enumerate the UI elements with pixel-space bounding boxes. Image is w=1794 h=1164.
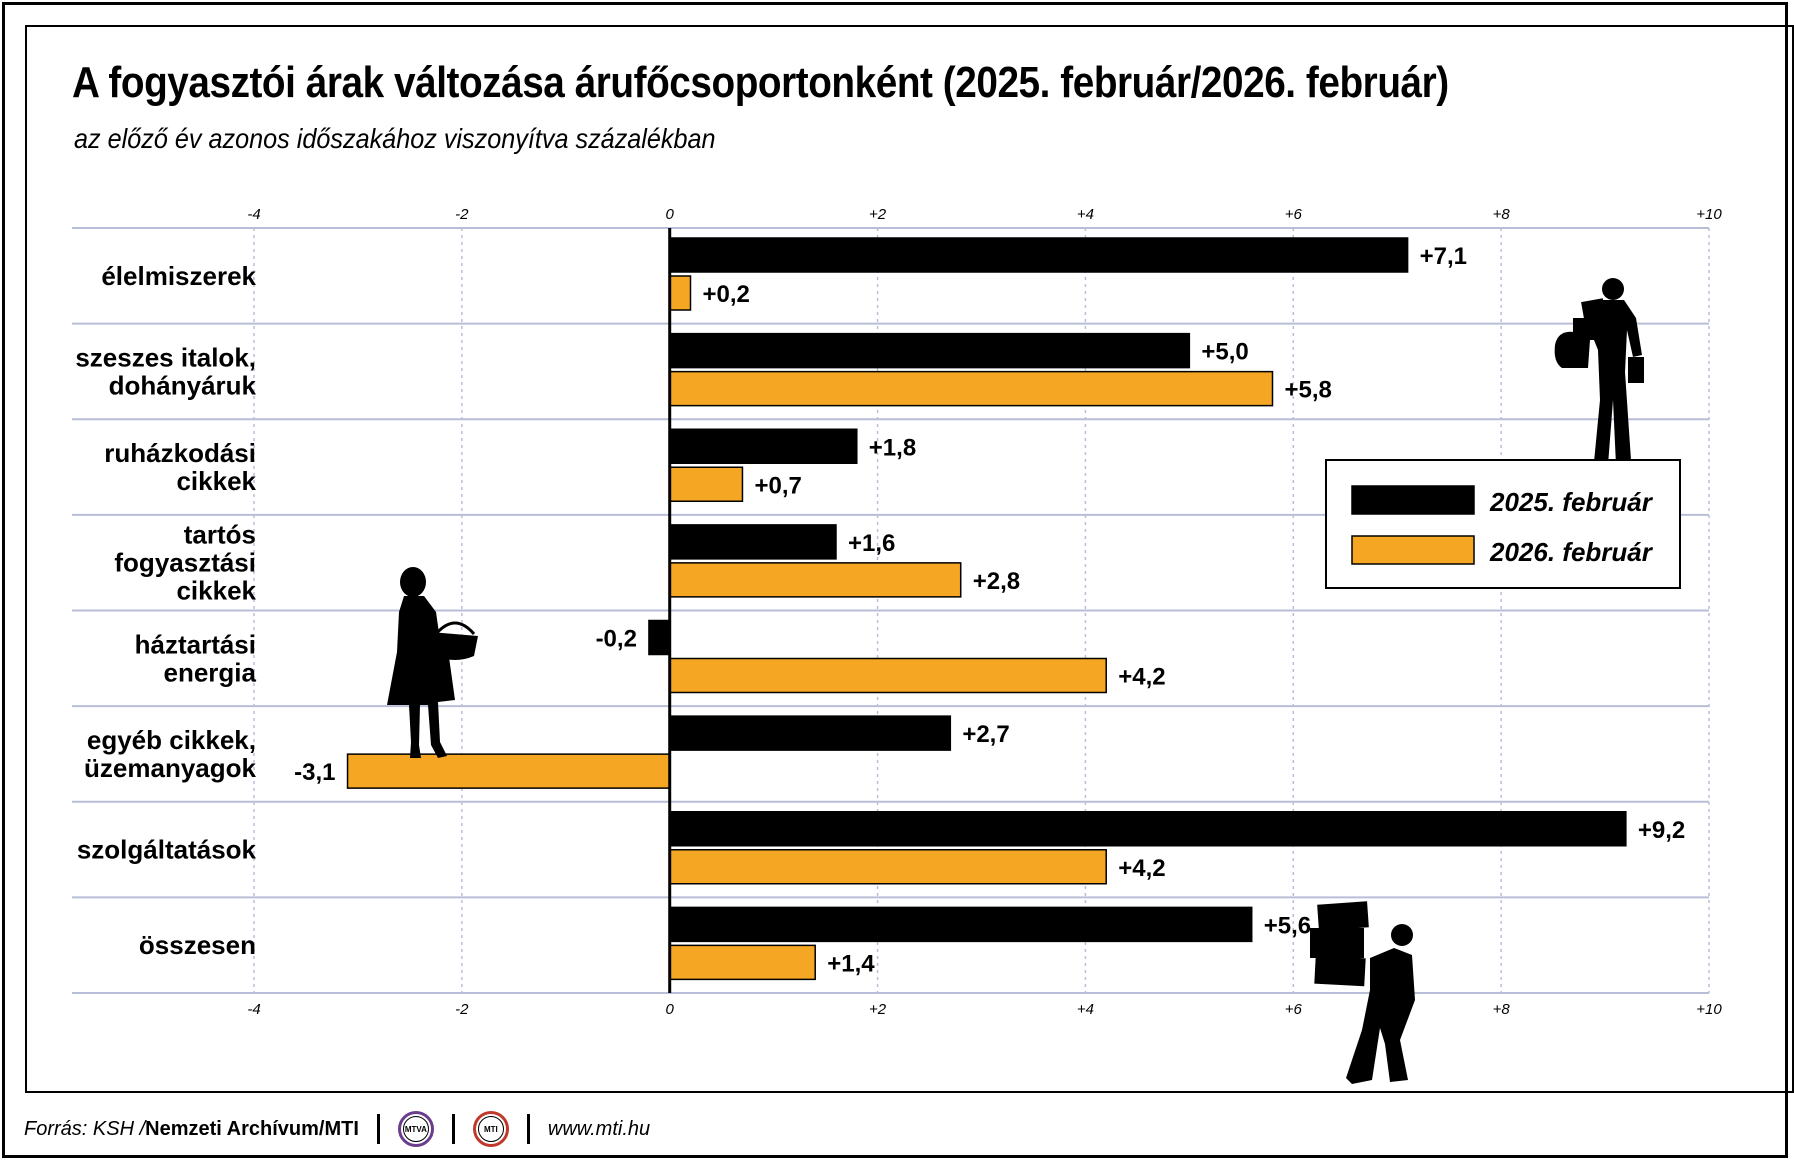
x-tick-label-top: +8 bbox=[1493, 206, 1511, 223]
bar-2026 bbox=[668, 466, 744, 502]
chart-title: A fogyasztói árak változása árufőcsoport… bbox=[72, 58, 1449, 107]
data-label: +9,2 bbox=[1638, 817, 1685, 844]
source-prefix: Forrás: KSH / bbox=[24, 1117, 146, 1140]
chart-subtitle: az előző év azonos időszakához viszonyít… bbox=[74, 123, 716, 154]
category-label: ruházkodási cikkek bbox=[104, 438, 256, 496]
data-label: -3,1 bbox=[294, 759, 335, 786]
x-tick-label-bottom: +8 bbox=[1493, 1001, 1511, 1018]
man-carrying-boxes-icon bbox=[1310, 901, 1415, 1084]
footer-divider bbox=[376, 1114, 380, 1144]
x-tick-label-top: +6 bbox=[1285, 206, 1303, 223]
x-tick-label-bottom: -2 bbox=[455, 1001, 469, 1018]
shopper-silhouettes bbox=[387, 278, 1644, 1084]
footer-divider bbox=[526, 1114, 530, 1144]
bars-layer bbox=[346, 228, 1627, 993]
data-label: +0,7 bbox=[754, 472, 801, 499]
bar-2025 bbox=[668, 906, 1253, 943]
bar-2025 bbox=[668, 715, 952, 751]
bar-2026 bbox=[668, 657, 1107, 694]
labels-layer: -4 -4 -2 -2 0 0 +2 +2 +4 +4 +6 +6 +8 +8 +10 +10 +7,1 +5,0… bbox=[75, 206, 1722, 1018]
data-label: +4,2 bbox=[1118, 664, 1165, 691]
legend-box bbox=[1325, 459, 1681, 589]
x-tick-label-bottom: +2 bbox=[869, 1001, 887, 1018]
category-label: tartós fogyasztási cikkek bbox=[114, 520, 256, 606]
category-label: szolgáltatások bbox=[77, 835, 257, 865]
footer-divider bbox=[451, 1114, 455, 1144]
mtva-logo-icon: MTVA bbox=[397, 1111, 434, 1147]
bar-2026 bbox=[668, 849, 1107, 885]
x-tick-label-top: -2 bbox=[455, 206, 469, 223]
x-tick-label-bottom: +10 bbox=[1696, 1001, 1722, 1018]
woman-with-basket-icon bbox=[387, 567, 478, 758]
legend-label-2025: 2025. február bbox=[1489, 487, 1654, 517]
data-label: +2,8 bbox=[973, 568, 1020, 595]
data-label: +5,0 bbox=[1201, 339, 1248, 366]
data-label: +1,6 bbox=[848, 530, 895, 557]
mti-logo-icon: MTI bbox=[472, 1111, 509, 1147]
legend-swatch-2025 bbox=[1351, 485, 1475, 515]
bar-2025 bbox=[668, 811, 1627, 847]
category-label: összesen bbox=[139, 930, 256, 960]
legend-swatch-2026 bbox=[1351, 535, 1475, 565]
category-label: szeszes italok, dohányáruk bbox=[75, 342, 256, 400]
source-mti: MTI bbox=[324, 1117, 359, 1140]
data-label: +1,4 bbox=[827, 950, 875, 977]
chart-panel bbox=[25, 25, 1794, 1093]
x-tick-label-top: -4 bbox=[247, 206, 260, 223]
x-tick-label-bottom: +6 bbox=[1285, 1001, 1303, 1018]
bar-2026 bbox=[668, 275, 692, 311]
bar-2025 bbox=[668, 237, 1409, 273]
data-label: +5,6 bbox=[1264, 912, 1311, 939]
legend: 2025. február 2026. február bbox=[1325, 459, 1681, 589]
x-tick-label-bottom: 0 bbox=[666, 1001, 675, 1018]
website-link[interactable]: www.mti.hu bbox=[547, 1117, 651, 1140]
data-label: +0,2 bbox=[703, 281, 750, 308]
shopper-with-bags-icon bbox=[1554, 278, 1644, 468]
data-label: +1,8 bbox=[869, 434, 916, 461]
x-tick-label-bottom: +4 bbox=[1077, 1001, 1094, 1018]
data-label: +2,7 bbox=[962, 721, 1009, 748]
bar-2026 bbox=[668, 370, 1274, 407]
x-tick-label-top: +10 bbox=[1696, 206, 1722, 223]
category-label: háztartási energia bbox=[135, 629, 257, 687]
bar-2026 bbox=[668, 944, 816, 981]
data-label: +5,8 bbox=[1285, 377, 1332, 404]
category-label: egyéb cikkek, üzemanyagok bbox=[84, 725, 256, 783]
data-label: -0,2 bbox=[596, 626, 637, 653]
x-tick-label-bottom: -4 bbox=[247, 1001, 260, 1018]
x-tick-label-top: 0 bbox=[666, 206, 675, 223]
bar-2025 bbox=[648, 619, 671, 656]
bar-2025 bbox=[668, 332, 1191, 369]
bar-2026 bbox=[668, 562, 962, 598]
data-label: +7,1 bbox=[1420, 243, 1467, 270]
source-separator: / bbox=[318, 1117, 325, 1140]
bar-2025 bbox=[668, 428, 858, 464]
x-tick-label-top: +2 bbox=[869, 206, 887, 223]
data-label: +4,2 bbox=[1118, 855, 1165, 882]
bar-2026 bbox=[346, 753, 671, 789]
bar-2025 bbox=[668, 524, 837, 560]
category-label: élelmiszerek bbox=[101, 261, 256, 291]
legend-label-2026: 2026. február bbox=[1489, 537, 1654, 567]
footer: Forrás: KSH / Nemzeti Archívum / MTI MTV… bbox=[24, 1111, 651, 1147]
source-archive: Nemzeti Archívum bbox=[145, 1117, 319, 1140]
x-tick-label-top: +4 bbox=[1077, 206, 1094, 223]
